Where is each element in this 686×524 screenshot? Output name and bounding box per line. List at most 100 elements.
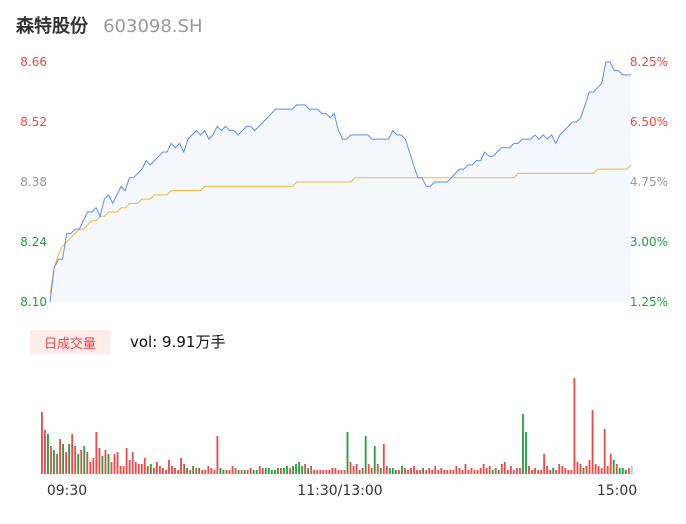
volume-bar — [576, 462, 579, 474]
volume-bar — [482, 464, 485, 474]
y-left-tick-label: 8.52 — [20, 115, 47, 129]
volume-bar — [603, 429, 606, 474]
volume-bar — [89, 462, 92, 474]
volume-bar — [50, 446, 52, 474]
volume-bar — [186, 468, 189, 474]
volume-bar — [352, 466, 355, 474]
volume-bar — [44, 430, 46, 474]
volume-bar — [110, 462, 113, 474]
y-left-tick-label: 8.38 — [20, 175, 47, 189]
volume-bar — [609, 454, 612, 474]
volume-bar — [292, 466, 294, 474]
x-tick-label: 15:00 — [597, 483, 637, 499]
volume-bar — [252, 470, 255, 474]
volume-bar — [310, 466, 313, 474]
volume-bar — [334, 468, 337, 474]
volume-bar — [264, 468, 267, 474]
volume-bar — [531, 470, 533, 474]
volume-bar — [171, 466, 173, 474]
volume-bar — [270, 470, 273, 474]
volume-bar — [440, 468, 443, 474]
volume-bar — [113, 454, 116, 474]
volume-bar — [500, 464, 503, 474]
volume-bar — [546, 466, 549, 474]
volume-bar — [606, 466, 609, 474]
volume-bar — [216, 436, 219, 474]
volume-bar — [428, 468, 431, 474]
volume-bar — [425, 470, 428, 474]
volume-bar — [473, 470, 476, 474]
volume-bar — [476, 470, 479, 474]
volume-bar — [128, 460, 131, 474]
volume-bar — [591, 410, 594, 474]
volume-bar — [289, 468, 291, 474]
volume-bar — [168, 460, 170, 474]
volume-bar — [522, 414, 524, 474]
volume-bar — [434, 466, 437, 474]
volume-bar — [346, 432, 349, 474]
volume-bar — [561, 466, 564, 474]
volume-bar — [201, 470, 204, 474]
volume-bar — [376, 464, 379, 474]
volume-bar — [394, 470, 397, 474]
volume-bar — [246, 470, 249, 474]
volume-bar — [322, 470, 325, 474]
volume-bar — [95, 432, 98, 474]
volume-bar — [437, 470, 440, 474]
y-left-tick-label: 8.10 — [20, 295, 47, 309]
x-tick-label: 11:30/13:00 — [297, 483, 382, 499]
volume-bar — [295, 464, 297, 474]
stock-header: 森特股份 603098.SH — [16, 12, 203, 38]
volume-bar — [564, 468, 567, 474]
y-right-tick-label: 4.75% — [630, 175, 668, 189]
volume-bar — [255, 470, 258, 474]
volume-bar — [537, 470, 539, 474]
volume-bar — [267, 468, 270, 474]
volume-bar — [146, 466, 149, 474]
volume-bar — [349, 462, 352, 474]
volume-bar — [488, 466, 491, 474]
volume-bar — [413, 466, 415, 474]
volume-bar — [621, 468, 624, 474]
volume-tab[interactable]: 日成交量 — [30, 330, 110, 354]
volume-bar — [313, 470, 316, 474]
volume-bar — [567, 470, 570, 474]
volume-bar — [519, 468, 521, 474]
volume-bar — [107, 454, 110, 474]
volume-bar — [116, 452, 119, 474]
volume-bar — [41, 412, 43, 474]
volume-bar — [131, 452, 134, 474]
volume-bar — [615, 464, 618, 474]
volume-bar — [162, 468, 164, 474]
volume-bar — [328, 470, 331, 474]
volume-bar — [594, 464, 597, 474]
volume-bar — [92, 458, 95, 474]
volume-bar — [177, 470, 179, 474]
volume-bar — [506, 470, 509, 474]
volume-bar — [516, 468, 518, 474]
volume-bar — [152, 468, 155, 474]
volume-bar — [219, 468, 222, 474]
volume-bar — [337, 470, 340, 474]
volume-bar — [273, 470, 276, 474]
volume-bar — [543, 454, 546, 474]
volume-bar — [65, 452, 68, 474]
y-right-tick-label: 1.25% — [630, 295, 668, 309]
volume-bar — [630, 466, 633, 474]
volume-bar — [149, 464, 152, 474]
volume-bar — [276, 468, 279, 474]
volume-bar — [503, 462, 506, 474]
volume-bar — [497, 470, 500, 474]
volume-bar — [401, 466, 403, 474]
volume-bar — [158, 466, 161, 474]
volume-bar — [367, 464, 370, 474]
volume-bar — [446, 470, 449, 474]
volume-bar — [419, 470, 422, 474]
volume-bar — [243, 470, 246, 474]
volume-bar — [301, 466, 304, 474]
avg-price-line — [49, 164, 632, 294]
volume-bar — [183, 464, 186, 474]
stock-name: 森特股份 — [16, 16, 88, 37]
volume-bar — [71, 434, 74, 474]
volume-bar — [391, 468, 394, 474]
